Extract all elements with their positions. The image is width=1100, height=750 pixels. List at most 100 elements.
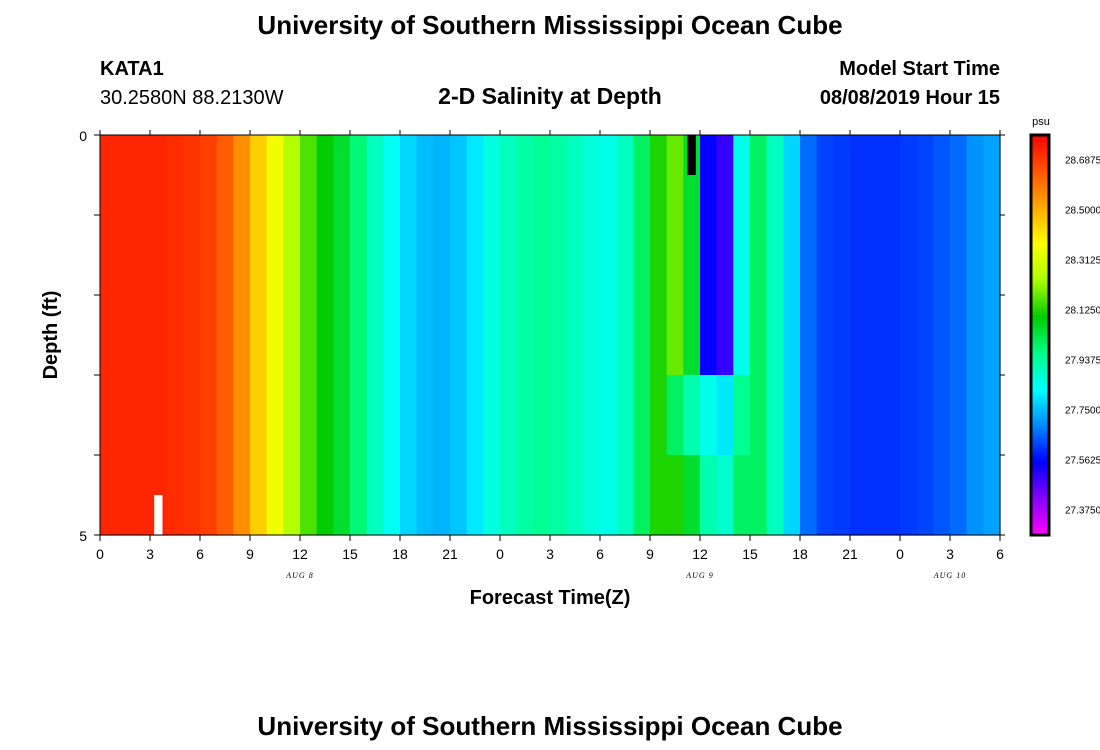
heatmap-cell [666, 375, 684, 456]
page-title: University of Southern Mississippi Ocean… [257, 10, 842, 40]
heatmap-cell [983, 295, 1001, 376]
colorbar-segment [1031, 518, 1049, 523]
colorbar-segment [1031, 415, 1049, 419]
heatmap-cell [450, 215, 468, 296]
heatmap-cell [716, 375, 734, 456]
heatmap-cell [133, 375, 151, 456]
heatmap-cell [733, 135, 751, 216]
colorbar-segment [1031, 175, 1049, 179]
colorbar-segment [1031, 471, 1049, 476]
colorbar-frame [1029, 133, 1051, 537]
colorbar-segment [1031, 465, 1049, 469]
colorbar-segment [1031, 291, 1049, 296]
colorbar-segment [1031, 188, 1049, 193]
colorbar-segment [1031, 475, 1049, 479]
heatmap-cell [666, 455, 684, 536]
heatmap-cell [783, 375, 801, 456]
heatmap-cell [750, 215, 768, 296]
heatmap-cell [200, 135, 218, 216]
heatmap-cell [283, 215, 301, 296]
heatmap-cell [416, 295, 434, 376]
x-date-label: AUG 8 [285, 571, 313, 580]
colorbar-segment [1031, 361, 1049, 366]
colorbar-segment [1031, 378, 1049, 383]
heatmap-cell [383, 215, 401, 296]
x-tick-label: 15 [342, 546, 358, 562]
colorbar-segment [1031, 288, 1049, 293]
heatmap-cell [216, 135, 234, 216]
colorbar-segment [1031, 201, 1049, 206]
heatmap-cell [200, 215, 218, 296]
y-axis: 05 [79, 128, 1005, 544]
heatmap-cell [616, 375, 634, 456]
colorbar-segment [1031, 265, 1049, 269]
heatmap-cell [300, 455, 318, 536]
colorbar-segment [1031, 371, 1049, 376]
colorbar-segment [1031, 521, 1049, 526]
heatmap-cell [916, 135, 934, 216]
colorbar-segment [1031, 435, 1049, 439]
heatmap-cell [666, 215, 684, 296]
heatmap-cell [766, 295, 784, 376]
heatmap-cell [350, 375, 368, 456]
heatmap-cell [400, 375, 418, 456]
heatmap-cell [200, 455, 218, 536]
missing-data-cell [687, 135, 696, 175]
colorbar-segment [1031, 151, 1049, 156]
heatmap-cell [916, 295, 934, 376]
heatmap-cell [366, 375, 384, 456]
heatmap-cell [166, 215, 184, 296]
heatmap-cell [116, 215, 134, 296]
heatmap-cell [200, 375, 218, 456]
heatmap-cell [350, 215, 368, 296]
colorbar-segment [1031, 391, 1049, 396]
heatmap-cell [533, 295, 551, 376]
heatmap-cell [550, 295, 568, 376]
heatmap-cell [266, 375, 284, 456]
heatmap-cell [683, 455, 701, 536]
heatmap-cell [933, 375, 951, 456]
x-tick-label: 21 [442, 546, 458, 562]
heatmap-cell [116, 375, 134, 456]
heatmap-cell [866, 135, 884, 216]
x-tick-label: 6 [596, 546, 604, 562]
colorbar-segment [1031, 385, 1049, 389]
heatmap-cell [133, 455, 151, 536]
colorbar-segment [1031, 221, 1049, 226]
heatmap-cell [666, 295, 684, 376]
heatmap-cell [466, 455, 484, 536]
heatmap-cell [400, 295, 418, 376]
heatmap-cell [150, 215, 168, 296]
colorbar-segment [1031, 411, 1049, 416]
heatmap-cell [783, 215, 801, 296]
colorbar-segment [1031, 315, 1049, 319]
heatmap-cell [333, 375, 351, 456]
colorbar-segment [1031, 401, 1049, 406]
colorbar-segment [1031, 365, 1049, 369]
heatmap-cell [766, 455, 784, 536]
colorbar-segment [1031, 501, 1049, 506]
heatmap-cell [750, 295, 768, 376]
heatmap-cell [333, 135, 351, 216]
heatmap-cell [933, 215, 951, 296]
y-tick-label: 0 [79, 128, 87, 144]
heatmap-cell [433, 455, 451, 536]
heatmap-cell [350, 135, 368, 216]
heatmap-cell [166, 455, 184, 536]
heatmap-cell [983, 455, 1001, 536]
heatmap-cell [783, 135, 801, 216]
x-axis: 0 3 6 9 12 15 18 21 0 3 6 9 12 15 18 21 0 3 6 AUG 8 AUG 9 AUG… [96, 130, 1004, 580]
heatmap-cell [316, 455, 334, 536]
heatmap-cell [200, 295, 218, 376]
colorbar-segment [1031, 505, 1049, 509]
heatmap-cell [533, 375, 551, 456]
x-tick-label: 9 [246, 546, 254, 562]
heatmap-cell [316, 135, 334, 216]
heatmap-cell [450, 455, 468, 536]
heatmap-cell [866, 215, 884, 296]
heatmap-cell [400, 135, 418, 216]
colorbar-segment [1031, 525, 1049, 529]
heatmap-cell [766, 215, 784, 296]
colorbar-segment [1031, 161, 1049, 166]
